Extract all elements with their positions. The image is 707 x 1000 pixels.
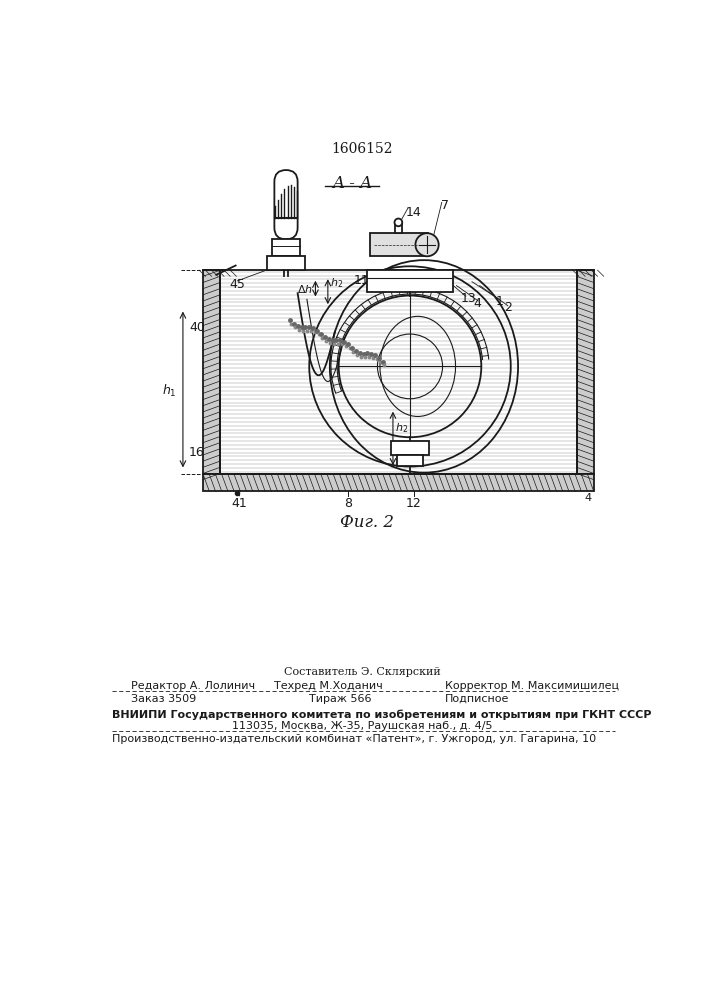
Bar	[391, 441, 429, 455]
Text: $h_2$: $h_2$	[395, 421, 408, 435]
Text: 7: 7	[441, 199, 449, 212]
Text: 4: 4	[474, 297, 481, 310]
Bar	[577, 270, 594, 474]
Text: 14: 14	[406, 206, 422, 219]
Text: 113035, Москва, Ж-35, Раушская наб., д. 4/5: 113035, Москва, Ж-35, Раушская наб., д. …	[232, 721, 492, 731]
Bar	[370, 233, 428, 256]
Text: Составитель Э. Склярский: Составитель Э. Склярский	[284, 667, 440, 677]
Text: Производственно-издательский комбинат «Патент», г. Ужгород, ул. Гагарина, 10: Производственно-издательский комбинат «П…	[112, 734, 596, 744]
Text: Техред М.Ходанич: Техред М.Ходанич	[274, 681, 383, 691]
Text: 41: 41	[232, 497, 247, 510]
Text: $h_1$: $h_1$	[162, 383, 177, 399]
Text: 40: 40	[189, 321, 205, 334]
Text: 12: 12	[406, 497, 422, 510]
Text: 1: 1	[495, 295, 503, 308]
Text: $\Delta h$: $\Delta h$	[297, 283, 313, 295]
Bar	[267, 256, 305, 270]
Circle shape	[416, 233, 438, 256]
Circle shape	[395, 219, 402, 226]
Text: 13: 13	[460, 292, 476, 305]
Bar	[203, 270, 220, 474]
Text: 16: 16	[189, 446, 205, 459]
Text: ВНИИПИ Государственного комитета по изобретениям и открытиям при ГКНТ СССР: ВНИИПИ Государственного комитета по изоб…	[112, 709, 651, 720]
Text: 11: 11	[354, 274, 369, 287]
Text: 8: 8	[344, 497, 352, 510]
Text: Фиг. 2: Фиг. 2	[340, 514, 395, 531]
Text: Редактор А. Лолинич: Редактор А. Лолинич	[131, 681, 255, 691]
Text: Подписное: Подписное	[445, 694, 509, 704]
Bar	[272, 239, 300, 256]
Text: 1606152: 1606152	[331, 142, 392, 156]
Text: Тираж 566: Тираж 566	[309, 694, 372, 704]
FancyBboxPatch shape	[274, 170, 298, 239]
Text: 2: 2	[505, 301, 513, 314]
Text: $h_2$: $h_2$	[330, 276, 344, 290]
Text: A - A: A - A	[332, 175, 372, 192]
Text: Корректор М. Максимишилец: Корректор М. Максимишилец	[445, 681, 619, 691]
Text: Заказ 3509: Заказ 3509	[131, 694, 197, 704]
Bar	[395, 222, 402, 233]
Bar	[203, 474, 594, 491]
Text: 45: 45	[230, 278, 245, 291]
Text: 4: 4	[585, 493, 592, 503]
Bar	[368, 270, 452, 292]
Bar	[397, 455, 423, 466]
